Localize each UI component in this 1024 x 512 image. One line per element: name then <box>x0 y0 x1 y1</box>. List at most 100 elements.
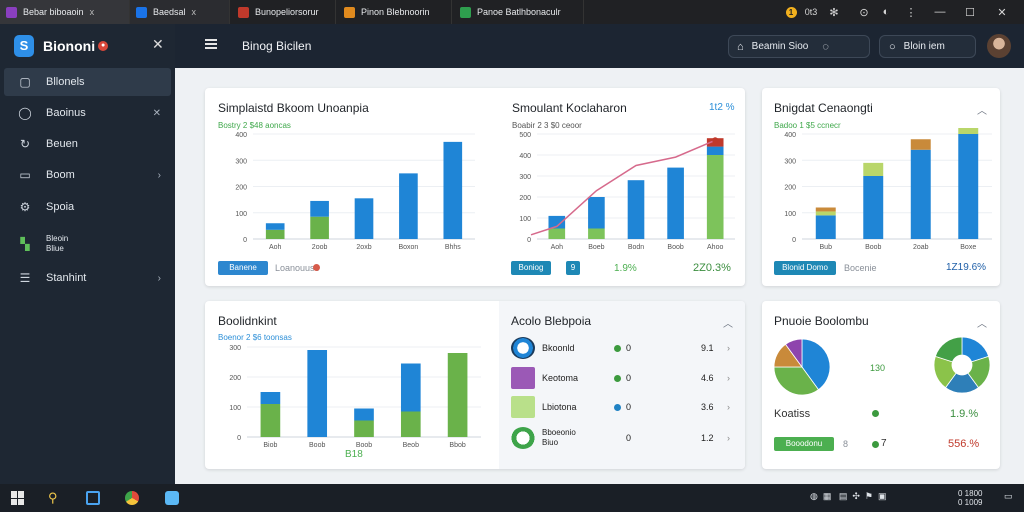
card-subtitle: Boenor 2 $6 toonsas <box>218 333 292 342</box>
tab-4[interactable]: Pinon Blebnoorin <box>338 0 452 24</box>
sidebar-item-4[interactable]: ▭ Boom › <box>4 161 171 189</box>
list-item[interactable]: Keotoma 0 4.6 › <box>511 366 735 390</box>
card-footer-pct: 2Z0.3% <box>693 262 731 274</box>
notification-icon[interactable]: ▭ <box>1004 491 1013 501</box>
y-tick-label: 300 <box>235 158 247 165</box>
x-tick-label: Boxon <box>398 244 418 251</box>
menu-icon[interactable]: ⋮ <box>905 6 917 19</box>
collapse-icon[interactable]: ︿ <box>977 319 987 330</box>
mini-badge[interactable]: 9 <box>566 261 580 275</box>
x-tick-label: Boeb <box>588 244 604 251</box>
chevron-icon: ✕ <box>152 107 161 119</box>
card-footer-text: 7 <box>881 438 887 449</box>
badge-text: 0t3 <box>804 7 818 17</box>
y-tick-label: 200 <box>229 375 241 382</box>
sidebar-item-1[interactable]: ▢ Bllonels <box>4 68 171 96</box>
brand[interactable]: S Biononi ● <box>14 35 109 57</box>
tab-5[interactable]: Panoe Batlhbonaculr <box>454 0 584 24</box>
collapse-icon[interactable]: ︿ <box>977 106 987 117</box>
tray-clock[interactable]: 0 1800 0 1009 <box>958 489 982 507</box>
minimize-icon[interactable]: — <box>934 6 946 18</box>
tab-label: Bebar biboaoin <box>23 7 84 17</box>
card-action-button[interactable]: Blonid Domo <box>774 261 836 275</box>
browser-icon[interactable] <box>125 491 139 505</box>
y-tick-label: 300 <box>784 158 796 165</box>
bar <box>354 408 374 421</box>
list-item-value: 0 <box>626 402 632 412</box>
hamburger-menu-icon[interactable] <box>205 39 217 49</box>
card-title: Smoulant Koclaharon <box>512 101 627 115</box>
header-action-button[interactable]: ⌂ Beamin Sioo ◌ <box>728 35 870 58</box>
tab-2[interactable]: Baedsal x <box>130 0 230 24</box>
page-title: Binog Bicilen <box>242 39 312 53</box>
bar <box>958 128 979 134</box>
tab-3[interactable]: Bunopeliorsorur <box>232 0 336 24</box>
chevron-right-icon: › <box>727 373 730 383</box>
x-tick-label: Boob <box>865 244 881 251</box>
profile-icon[interactable]: ◐ <box>882 6 890 18</box>
status-dot <box>614 404 621 411</box>
maximize-icon[interactable]: ☐ <box>965 6 975 19</box>
sidebar-item-6[interactable]: ▚ Bleoin Bliue <box>4 230 171 258</box>
tab-1[interactable]: Bebar biboaoin x <box>0 0 130 24</box>
list-item[interactable]: Bkoonld 0 9.1 › <box>511 336 735 360</box>
card-footer-pct: 1Z19.6% <box>946 262 987 273</box>
bar-line-chart-2: 0 100 200 300 400 500 Aoh Boeb Bodn Boob Ahoo <box>519 132 735 251</box>
extension-icon[interactable]: ✻ <box>829 6 839 19</box>
sidebar-item-5[interactable]: ⚙ Spoia <box>4 193 171 221</box>
chart-icon: ▚ <box>20 237 30 251</box>
task-view-icon[interactable] <box>86 491 100 505</box>
tab-label: Panoe Batlhbonaculr <box>477 7 561 17</box>
chat-icon: ◌ <box>822 40 829 53</box>
donut-icon <box>511 427 535 449</box>
tray-icons[interactable]: ◍ ▦ ▤ ✣ ⚑ ▣ <box>810 491 887 501</box>
y-tick-label: 200 <box>784 185 796 192</box>
close-window-icon[interactable]: ✕ <box>997 6 1007 19</box>
close-icon[interactable]: x <box>191 7 197 17</box>
sidebar: S Biononi ● ✕ ▢ Bllonels ◯ Baoinus ✕ ↻ B… <box>0 24 175 484</box>
list-item-value: 0 <box>626 433 632 443</box>
collapse-icon[interactable]: ︿ <box>723 319 733 330</box>
card-action-button[interactable]: Booodonu <box>774 437 834 451</box>
x-tick-label: Ahoo <box>707 244 723 251</box>
x-tick-label: Boob <box>309 442 325 449</box>
coin-icon[interactable]: 1 <box>784 0 798 24</box>
card-action-button[interactable]: Boniog <box>511 261 551 275</box>
card-title: Simplaistd Bkoom Unoanpia <box>218 101 369 115</box>
search-input[interactable]: ○ Bloin iem <box>879 35 976 58</box>
pie-card: Pnuoie Boolombu ︿ 130 Koatiss 1.9.% Booo… <box>762 301 1000 469</box>
start-icon[interactable] <box>11 491 25 505</box>
avatar[interactable] <box>987 34 1011 58</box>
y-tick-label: 0 <box>527 237 531 244</box>
close-icon[interactable]: x <box>89 7 95 17</box>
sidebar-item-2[interactable]: ◯ Baoinus ✕ <box>4 99 171 127</box>
card-title: Bnigdat Cenaongti <box>774 101 873 115</box>
tray-date: 0 1009 <box>958 498 983 507</box>
chart-card-1: Simplaistd Bkoom Unoanpia Bostry 2 $48 a… <box>205 88 745 286</box>
refresh-icon[interactable]: ⊙ <box>859 6 869 19</box>
card-action-button[interactable]: Banene <box>218 261 268 275</box>
ring-icon <box>511 337 535 359</box>
search-icon[interactable]: ⚲ <box>48 490 58 505</box>
box-icon: ▭ <box>19 168 31 182</box>
close-sidebar-icon[interactable]: ✕ <box>152 36 164 52</box>
y-tick-label: 200 <box>519 195 531 202</box>
x-tick-label: Boob <box>667 244 683 251</box>
app-icon[interactable] <box>165 491 179 505</box>
chart-card-4: Boolidnkint Boenor 2 $6 toonsas 0 100 200 3… <box>205 301 745 469</box>
y-tick-label: 400 <box>519 153 531 160</box>
sidebar-item-7[interactable]: ☰ Stanhint › <box>4 264 171 292</box>
app-icon <box>6 6 17 18</box>
y-tick-label: 200 <box>235 185 247 192</box>
x-tick-label: Boxe <box>960 244 976 251</box>
bar <box>548 228 566 239</box>
home-icon: ⌂ <box>737 40 744 53</box>
green-tile-icon <box>511 396 535 418</box>
badge-count: 1 <box>785 6 797 18</box>
list-item[interactable]: Bboeonio Biuo 0 1.2 › <box>511 425 735 451</box>
x-tick-label: Bbob <box>449 442 465 449</box>
list-item[interactable]: Lbiotona 0 3.6 › <box>511 395 735 419</box>
sidebar-item-3[interactable]: ↻ Beuen <box>4 130 171 158</box>
sidebar-item-label: Baoinus <box>46 107 86 119</box>
sidebar-item-sublabel: Bliue <box>46 244 64 253</box>
